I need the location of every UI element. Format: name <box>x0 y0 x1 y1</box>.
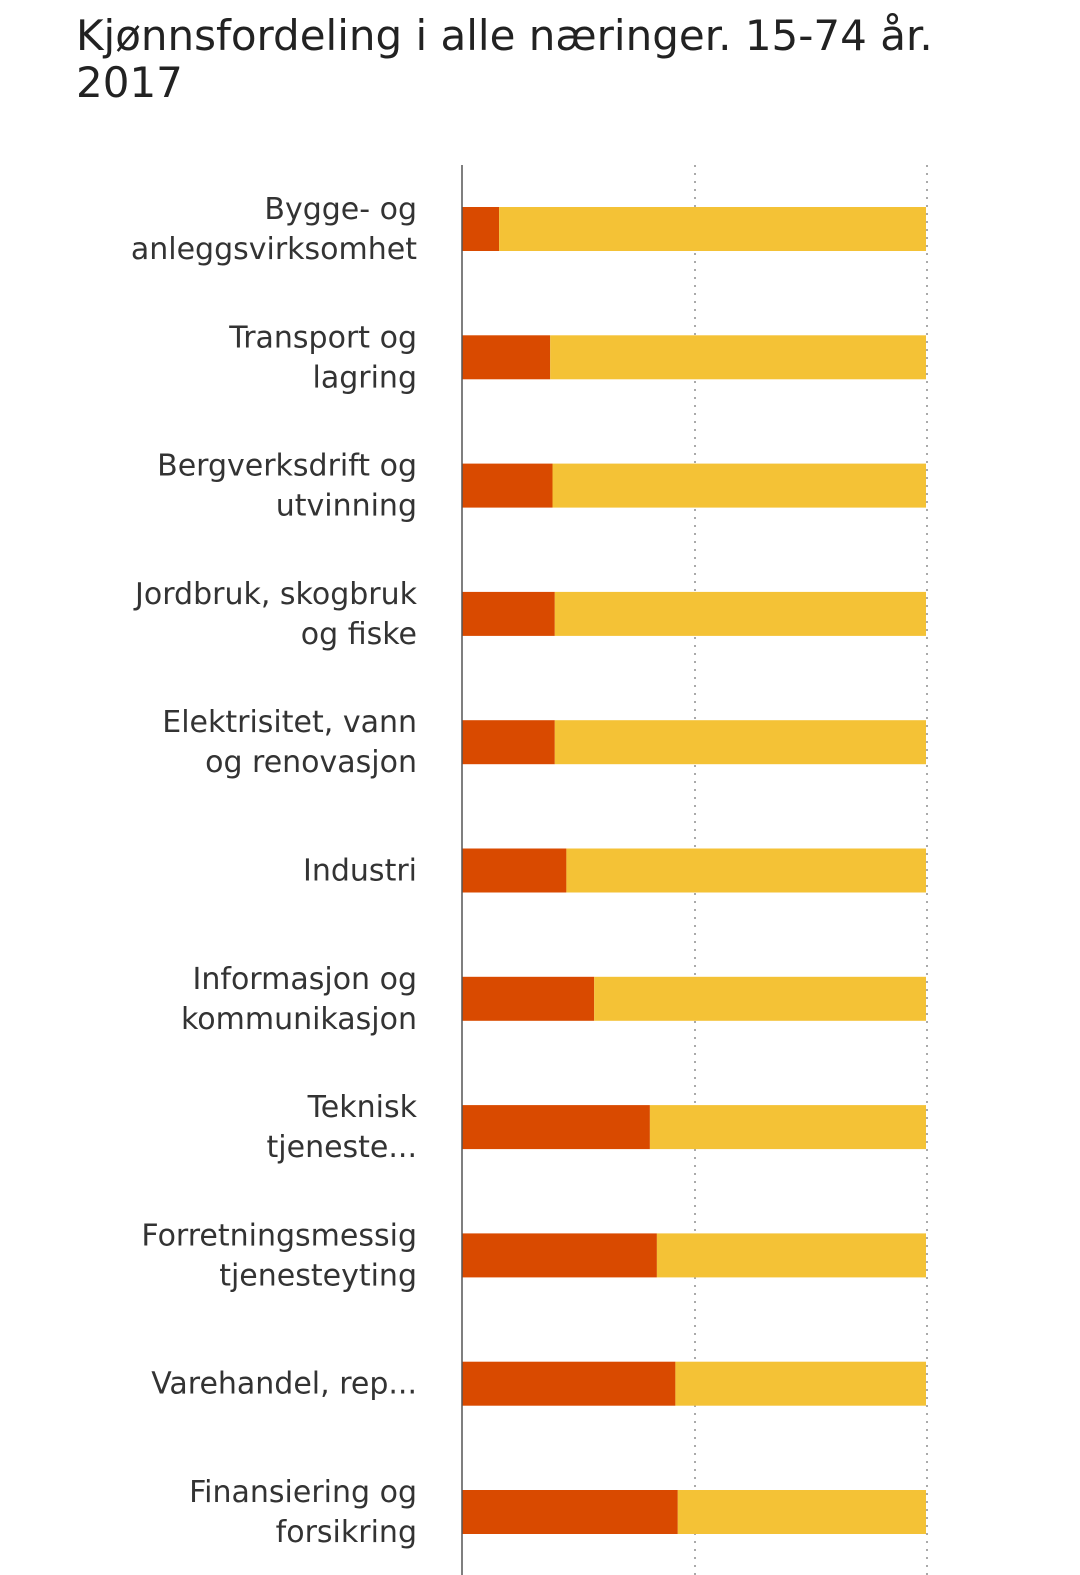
bar-segment-2-10[interactable] <box>675 1361 926 1406</box>
category-label-11: Finansiering og forsikring <box>189 1475 417 1550</box>
category-label-6: Industri <box>303 854 417 889</box>
bar-segment-1-7[interactable] <box>462 976 595 1021</box>
category-label-5: Elektrisitet, vann og renovasjon <box>162 705 417 780</box>
category-labels: Bygge- og anleggsvirksomhet Transport og la… <box>131 192 418 1550</box>
category-label-9: Forretningsmessig tjenesteyting <box>141 1218 417 1293</box>
bar-segment-2-7[interactable] <box>594 976 926 1021</box>
bar-segment-1-8[interactable] <box>462 1105 650 1150</box>
category-label-8: Teknisk tjeneste... <box>267 1090 418 1165</box>
category-label-7: Informasjon og kommunikasjon <box>181 962 417 1037</box>
bar-segment-2-3[interactable] <box>552 463 927 508</box>
bar-segment-2-11[interactable] <box>677 1490 926 1534</box>
bar-segment-1-4[interactable] <box>462 591 555 636</box>
bar-segment-2-2[interactable] <box>550 335 926 380</box>
bar-segment-1-10[interactable] <box>462 1361 676 1406</box>
bars <box>462 207 926 1534</box>
chart-title: Kjønnsfordeling i alle næringer. 15-74 å… <box>76 11 933 107</box>
bar-segment-1-11[interactable] <box>462 1490 678 1534</box>
bar-segment-2-8[interactable] <box>649 1105 926 1150</box>
category-label-10: Varehandel, rep... <box>151 1367 417 1402</box>
bar-segment-2-1[interactable] <box>499 207 926 251</box>
bar-segment-1-2[interactable] <box>462 335 551 380</box>
bar-segment-1-3[interactable] <box>462 463 553 508</box>
bar-segment-1-1[interactable] <box>462 207 500 251</box>
category-label-1: Bygge- og anleggsvirksomhet <box>131 192 417 267</box>
bar-segment-2-5[interactable] <box>554 720 926 765</box>
bar-segment-2-9[interactable] <box>656 1233 926 1278</box>
bar-segment-2-6[interactable] <box>566 848 926 893</box>
bar-segment-1-9[interactable] <box>462 1233 657 1278</box>
category-label-3: Bergverksdrift og utvinning <box>157 449 417 524</box>
category-label-2: Transport og lagring <box>228 320 417 395</box>
bar-segment-1-6[interactable] <box>462 848 567 893</box>
bar-segment-1-5[interactable] <box>462 720 555 765</box>
category-label-4: Jordbruk, skogbruk og fiske <box>133 577 418 652</box>
bar-segment-2-4[interactable] <box>554 591 926 636</box>
